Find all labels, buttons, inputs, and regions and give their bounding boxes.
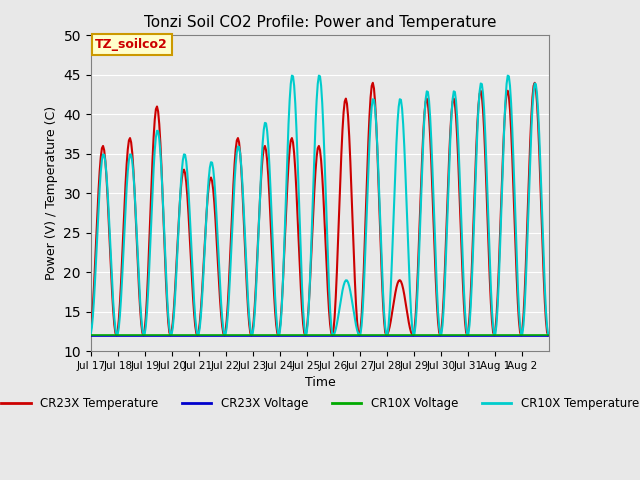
Legend: CR23X Temperature, CR23X Voltage, CR10X Voltage, CR10X Temperature: CR23X Temperature, CR23X Voltage, CR10X … [0, 392, 640, 415]
X-axis label: Time: Time [305, 376, 335, 389]
Text: TZ_soilco2: TZ_soilco2 [95, 38, 168, 51]
Title: Tonzi Soil CO2 Profile: Power and Temperature: Tonzi Soil CO2 Profile: Power and Temper… [144, 15, 496, 30]
Y-axis label: Power (V) / Temperature (C): Power (V) / Temperature (C) [45, 106, 58, 280]
